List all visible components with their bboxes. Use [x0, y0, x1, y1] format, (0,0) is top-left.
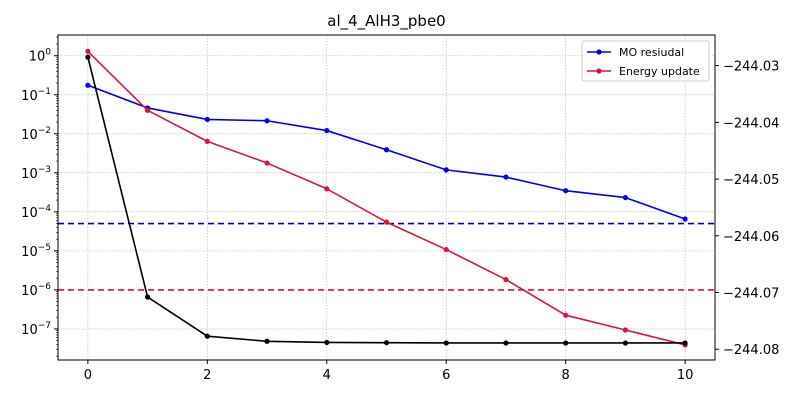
- data-point: [85, 82, 91, 88]
- y-right-tick-label: −244.07: [723, 287, 779, 302]
- data-point: [324, 186, 330, 192]
- data-point: [563, 340, 569, 346]
- x-tick-label: 2: [203, 368, 211, 383]
- y-right-tick-label: −244.05: [723, 173, 779, 188]
- y-right-tick-label: −244.06: [723, 230, 779, 245]
- data-point: [264, 338, 270, 344]
- legend-label: Energy update: [619, 65, 700, 78]
- data-point: [324, 339, 330, 346]
- series-2: [85, 54, 688, 346]
- data-point: [85, 48, 91, 54]
- data-point: [264, 160, 270, 166]
- plot-frame: [57, 34, 716, 361]
- y-left-tick-label: 10−5: [21, 243, 51, 260]
- x-tick-label: 10: [677, 368, 694, 383]
- legend: MO resiudal Energy update: [581, 40, 710, 82]
- y-left-tick-label: 10−6: [21, 282, 51, 299]
- x-tick-label: 6: [442, 368, 450, 383]
- data-point: [204, 333, 210, 339]
- x-tick-label: 4: [323, 368, 331, 383]
- data-point: [503, 174, 509, 180]
- data-point: [443, 340, 449, 346]
- chart-title: al_4_AlH3_pbe0: [327, 12, 445, 31]
- y-left-tick-label: 10−3: [21, 165, 51, 182]
- data-point: [324, 127, 330, 134]
- data-point: [144, 294, 151, 300]
- legend-box: [581, 40, 710, 82]
- series-lines: [85, 48, 688, 348]
- data-point: [682, 216, 688, 222]
- data-point: [563, 188, 569, 194]
- data-point: [383, 219, 390, 225]
- y-right-tick-label: −244.08: [723, 343, 779, 358]
- data-point: [503, 276, 509, 283]
- series-line: [87, 50, 686, 346]
- series-0: [85, 82, 688, 222]
- axes: 0 2 4 6 8 10 100 10−1 10−2 10−3 10−4 10−5 10−6 10−7 −2…: [21, 36, 779, 383]
- y-left-tick-label: 10−2: [21, 126, 51, 143]
- data-point: [204, 138, 210, 144]
- legend-label: MO resiudal: [619, 46, 684, 59]
- y-left-tick-label: 10−1: [21, 87, 51, 104]
- data-point: [682, 340, 688, 346]
- series-1: [85, 48, 688, 348]
- data-point: [443, 167, 449, 173]
- x-tick-label: 8: [562, 368, 570, 383]
- reference-lines: [58, 222, 715, 291]
- data-point: [622, 327, 629, 333]
- data-point: [383, 340, 390, 346]
- y-right-tick-label: −244.03: [723, 60, 779, 75]
- data-point: [204, 116, 210, 123]
- series-line: [87, 56, 686, 344]
- legend-entries: MO resiudal Energy update: [587, 46, 700, 78]
- data-point: [383, 147, 390, 153]
- data-point: [503, 340, 509, 346]
- legend-marker: [596, 68, 602, 74]
- data-point: [144, 107, 151, 113]
- data-point: [264, 118, 270, 124]
- y-left-tick-label: 10−4: [21, 204, 51, 221]
- data-point: [563, 312, 569, 318]
- y-left-tick-label: 10−7: [21, 321, 51, 338]
- y-left-tick-label: 100: [29, 48, 52, 65]
- grid: [58, 35, 715, 360]
- data-point: [622, 194, 629, 201]
- y-right-tick-label: −244.04: [723, 116, 779, 131]
- x-tick-label: 0: [84, 368, 92, 383]
- data-point: [85, 54, 91, 60]
- data-point: [622, 340, 629, 346]
- legend-marker: [596, 49, 602, 55]
- data-point: [443, 246, 449, 253]
